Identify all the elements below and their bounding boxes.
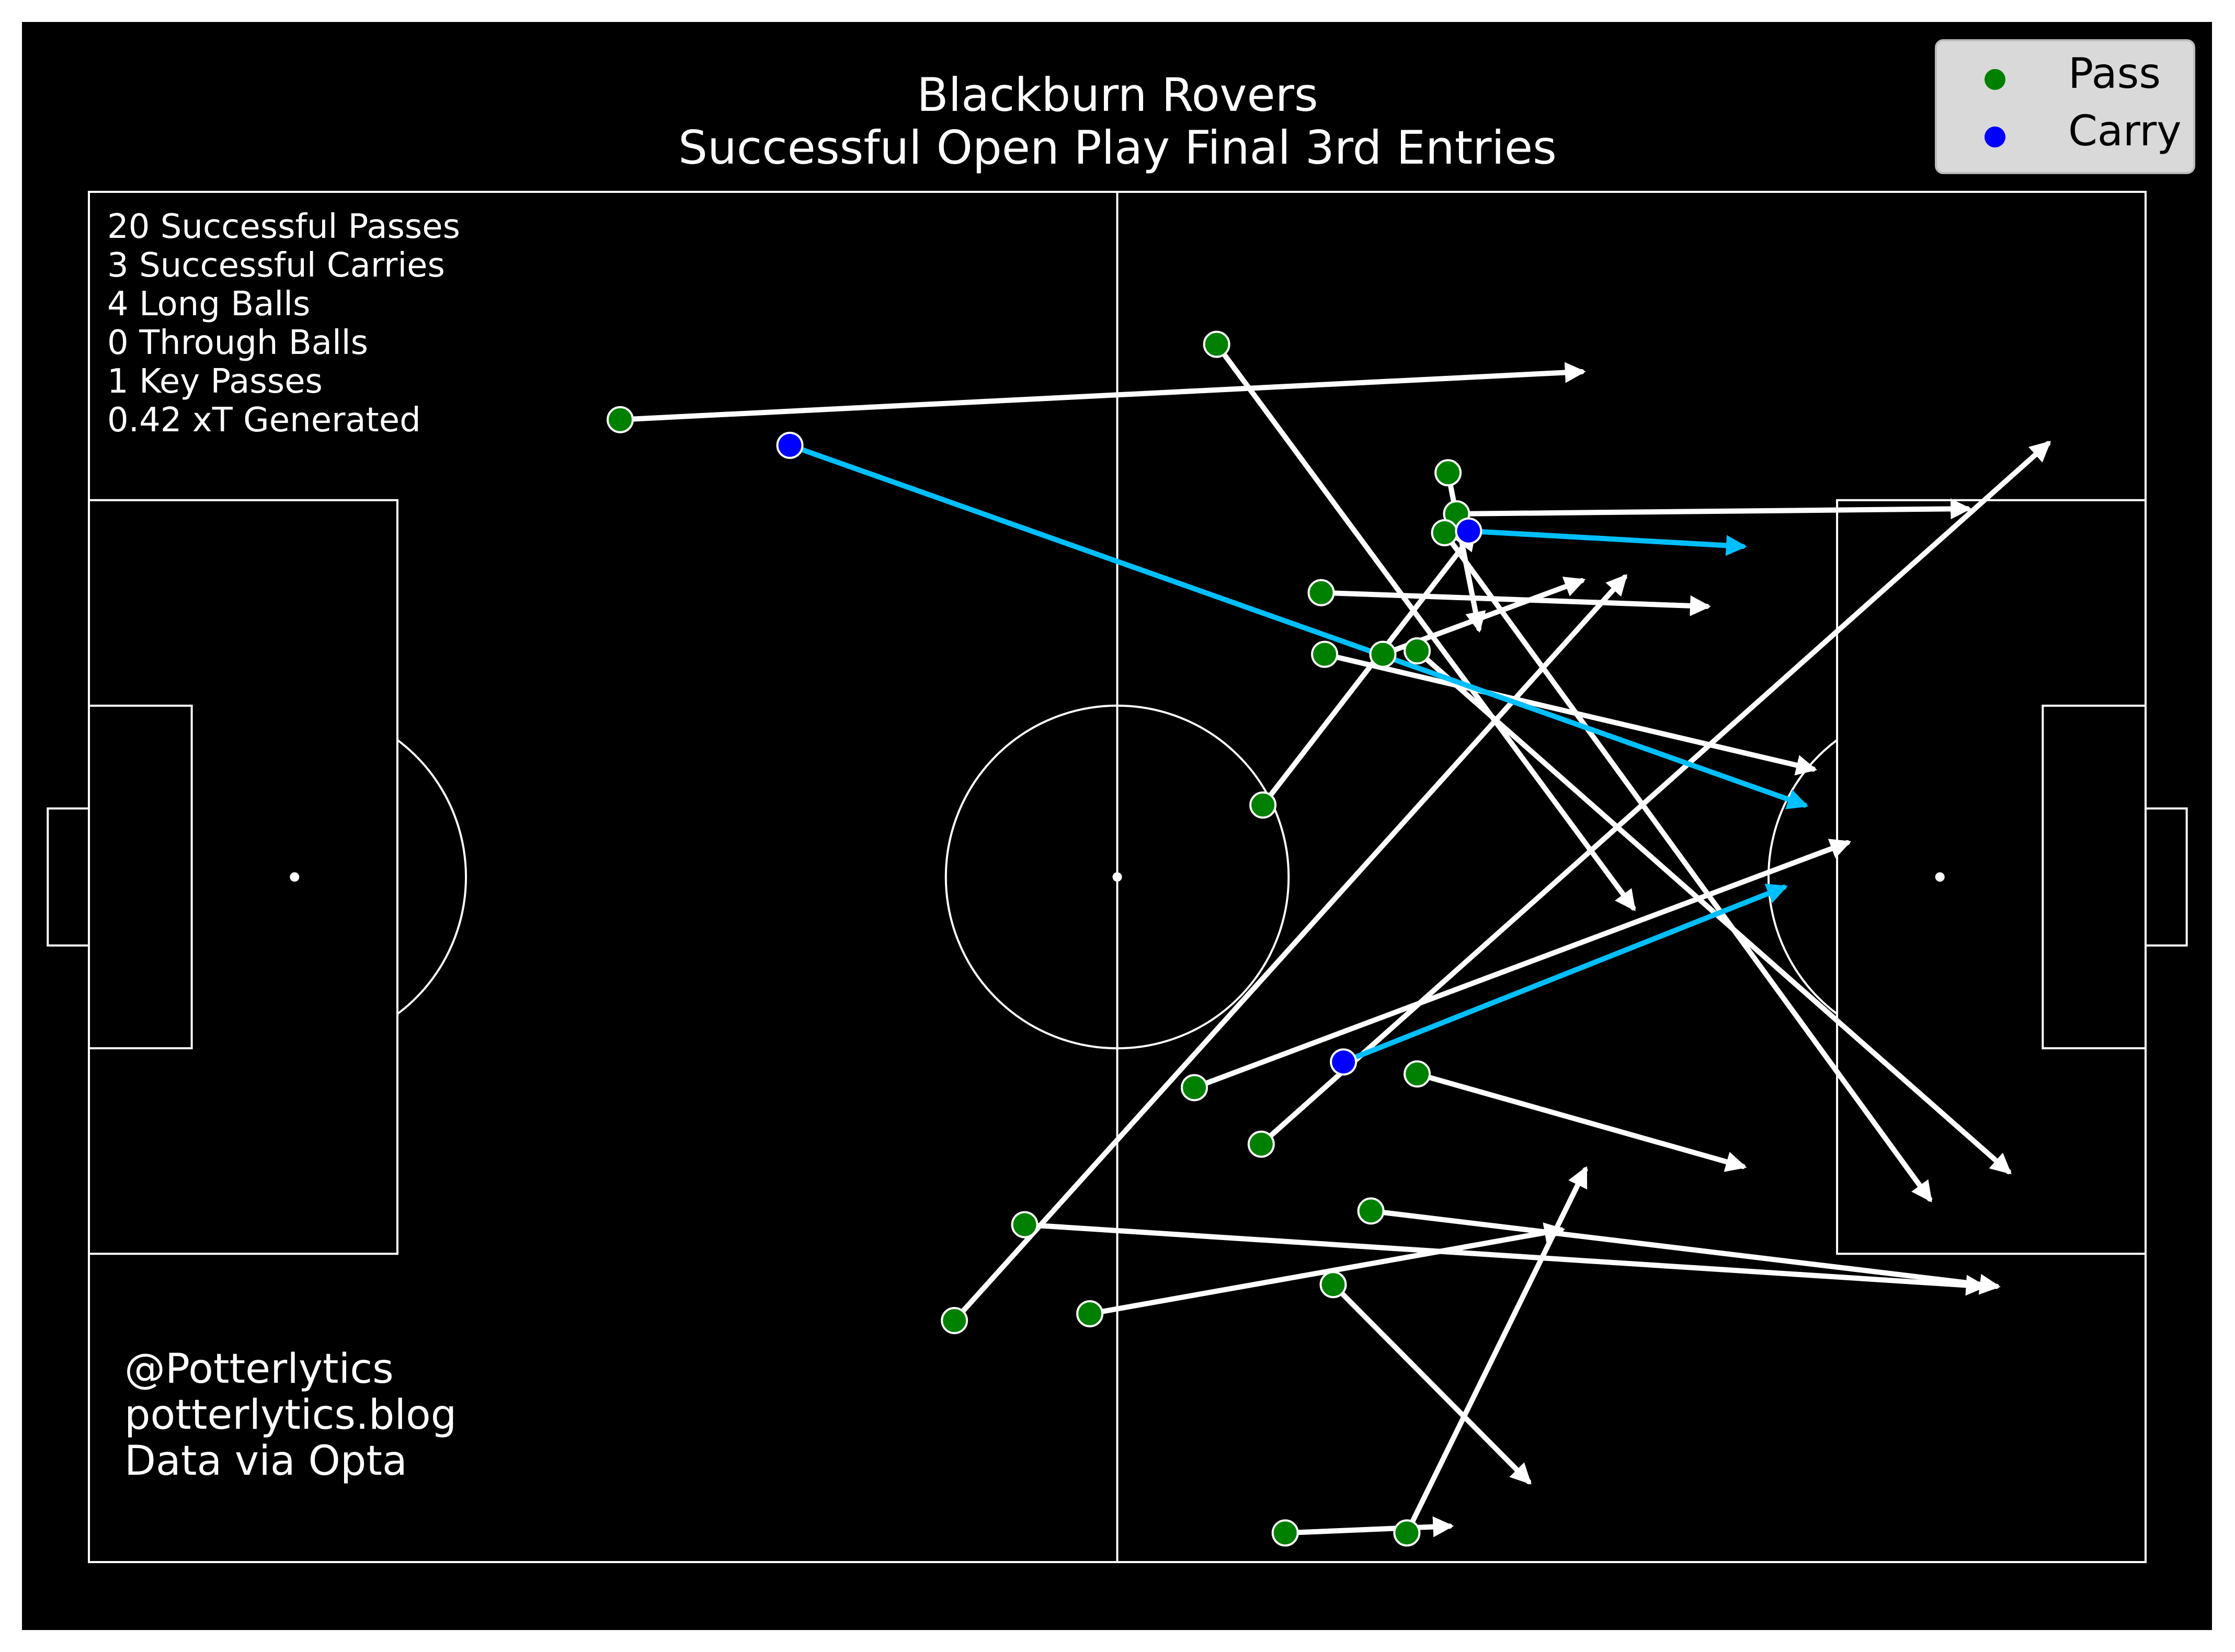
pass-line-17 xyxy=(1087,1222,1566,1316)
pass-start-marker-20 xyxy=(1393,1519,1421,1547)
centre-circle xyxy=(944,704,1290,1050)
carry-start-marker-3 xyxy=(1330,1048,1358,1076)
pass-start-marker-17 xyxy=(1076,1300,1104,1327)
pass-start-marker-12 xyxy=(1404,1060,1431,1088)
pass-start-marker-9 xyxy=(1404,637,1431,665)
pass-start-marker-1 xyxy=(607,406,634,433)
pass-line-4 xyxy=(1454,498,1972,520)
pass-start-marker-10 xyxy=(1249,791,1277,819)
carry-line-3 xyxy=(1341,884,1788,1065)
pass-start-marker-2 xyxy=(1203,330,1230,358)
stat-long-balls: 4 Long Balls xyxy=(107,285,310,324)
carry-start-marker-2 xyxy=(1455,517,1483,545)
credit-blog: potterlytics.blog xyxy=(124,1392,457,1439)
carry-start-marker-1 xyxy=(776,431,804,459)
pass-line-13 xyxy=(1258,441,2051,1147)
pass-line-7 xyxy=(1322,651,1817,776)
pass-start-marker-16 xyxy=(941,1307,968,1335)
credit-source: Data via Opta xyxy=(124,1438,407,1485)
pass-start-marker-13 xyxy=(1247,1130,1275,1158)
event-layer xyxy=(607,330,2051,1547)
pass-start-marker-3 xyxy=(1434,459,1462,487)
pitch xyxy=(47,191,2188,1563)
pass-start-marker-18 xyxy=(1319,1271,1347,1299)
stats-block: 20 Successful Passes 3 Successful Carrie… xyxy=(107,208,460,440)
pass-line-14 xyxy=(1022,1222,1987,1296)
legend-pass-label: Pass xyxy=(2068,49,2161,98)
chart-title-line-2: Successful Open Play Final 3rd Entries xyxy=(678,121,1557,175)
pass-start-marker-19 xyxy=(1271,1519,1299,1547)
pass-line-19 xyxy=(1282,1516,1454,1538)
pass-start-marker-5 xyxy=(1431,519,1458,546)
stat-carries: 3 Successful Carries xyxy=(107,246,445,285)
pass-line-2 xyxy=(1214,341,1636,911)
pass-start-marker-6 xyxy=(1307,579,1335,606)
legend: Pass Carry xyxy=(1935,39,2195,174)
centre-spot xyxy=(1112,872,1122,882)
credits-block: @Potterlytics potterlytics.blog Data via… xyxy=(124,1346,457,1485)
pass-start-marker-15 xyxy=(1357,1197,1385,1225)
carry-line-1 xyxy=(787,442,1809,810)
pass-line-18 xyxy=(1330,1282,1532,1485)
stat-through-balls: 0 Through Balls xyxy=(107,324,368,362)
pass-line-15 xyxy=(1368,1208,2001,1295)
carry-line-2 xyxy=(1466,528,1747,556)
stat-xt: 0.42 xT Generated xyxy=(107,401,421,440)
right-goal xyxy=(2145,807,2188,947)
left-penalty-spot xyxy=(290,872,300,882)
legend-carry-marker xyxy=(1985,127,2005,147)
pass-line-5 xyxy=(1442,530,1933,1202)
pass-start-marker-8 xyxy=(1369,640,1397,668)
stat-passes: 20 Successful Passes xyxy=(107,208,460,246)
chart-title-line-1: Blackburn Rovers xyxy=(917,68,1318,122)
pass-line-9 xyxy=(1415,648,2012,1175)
pass-line-11 xyxy=(1191,839,1852,1091)
pass-start-marker-14 xyxy=(1011,1211,1039,1238)
pass-start-marker-7 xyxy=(1311,640,1339,668)
left-goal xyxy=(47,807,90,947)
right-penalty-spot xyxy=(1935,872,1945,882)
legend-carry-label: Carry xyxy=(2068,107,2182,155)
event-lines xyxy=(618,341,2051,1538)
credit-handle: @Potterlytics xyxy=(124,1346,394,1393)
legend-pass-marker xyxy=(1985,69,2005,90)
pass-line-6 xyxy=(1318,590,1711,616)
pass-line-20 xyxy=(1404,1166,1588,1536)
pass-line-10 xyxy=(1260,529,1477,808)
event-markers xyxy=(607,330,1483,1547)
pass-line-1 xyxy=(618,362,1586,422)
pass-start-marker-11 xyxy=(1180,1074,1208,1102)
left-penalty-arc xyxy=(396,739,467,1015)
pass-line-12 xyxy=(1415,1071,1747,1172)
stat-key-passes: 1 Key Passes xyxy=(107,362,323,401)
